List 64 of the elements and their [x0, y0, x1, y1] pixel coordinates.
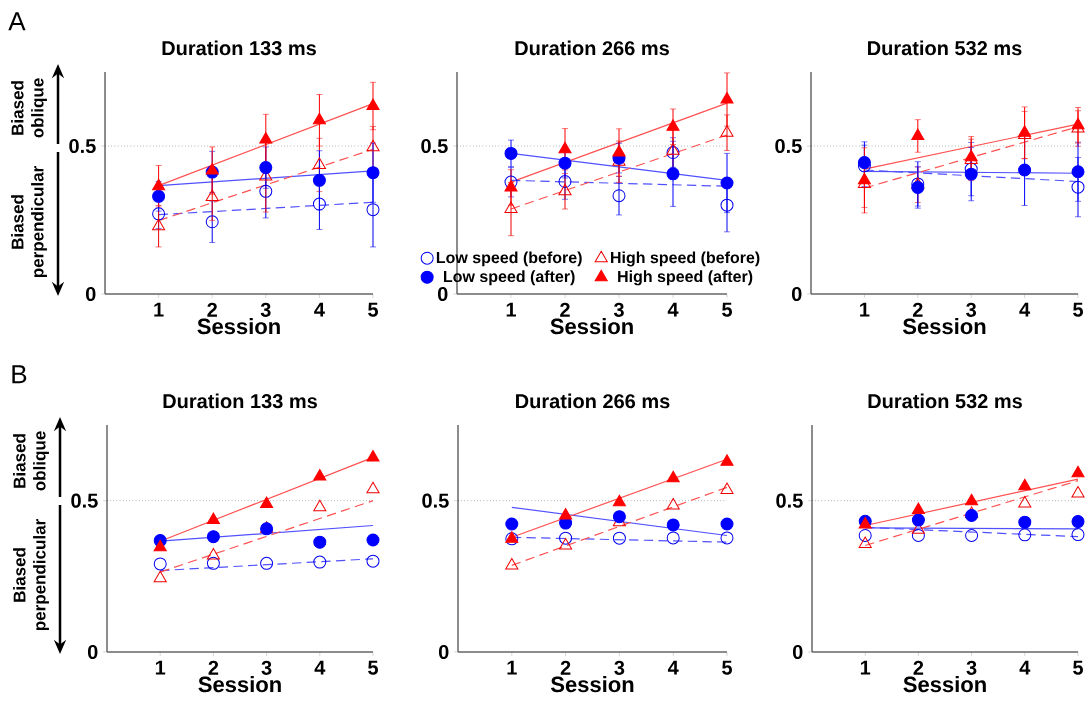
x-tick-label: 5: [1073, 302, 1083, 317]
x-tick-label: 3: [260, 302, 271, 317]
x-tick-label: 4: [314, 660, 326, 675]
x-tick-label: 2: [560, 302, 570, 317]
chart-title: Duration 266 ms: [515, 40, 669, 56]
x-tick-label: 2: [913, 660, 924, 675]
text: Biased oblique: [13, 431, 49, 491]
x-tick-label: 4: [1019, 302, 1031, 317]
x-tick-label: 4: [314, 302, 325, 317]
x-tick-label: 2: [560, 660, 571, 675]
x-axis-title: Session: [550, 676, 634, 693]
x-tick-label: 1: [860, 302, 870, 317]
y-tick-label: 0.5: [776, 493, 803, 508]
x-tick-label: 3: [613, 302, 624, 317]
y-tick-label: 0: [87, 644, 98, 660]
legend-label: Low speed (before): [436, 251, 582, 267]
text: Biased perpendicular: [13, 519, 49, 631]
text: A: [8, 12, 26, 31]
x-axis-title: Session: [903, 676, 986, 693]
y-tick-label: 0.5: [421, 138, 448, 154]
x-tick-label: 5: [1073, 660, 1083, 675]
x-tick-label: 3: [261, 660, 272, 675]
y-tick-label: 0: [792, 644, 803, 660]
chart-title: Duration 532 ms: [868, 393, 1022, 409]
x-tick-label: 3: [966, 302, 977, 317]
x-tick-label: 3: [614, 660, 625, 675]
legend-label: High speed (before): [611, 251, 760, 267]
chart-title: Duration 266 ms: [516, 393, 670, 409]
y-tick-label: 0: [437, 286, 448, 302]
x-tick-label: 4: [1019, 660, 1031, 675]
x-tick-label: 3: [966, 660, 977, 675]
text: Biased perpendicular: [11, 166, 47, 278]
x-tick-label: 5: [368, 302, 378, 317]
y-tick-label: 0.5: [775, 138, 802, 154]
y-tick-label: 0: [438, 644, 449, 660]
x-tick-label: 1: [155, 660, 166, 675]
x-tick-label: 2: [208, 660, 219, 675]
x-tick-label: 4: [667, 302, 679, 317]
text: Biased oblique: [11, 78, 47, 138]
x-tick-label: 1: [860, 660, 871, 675]
chart-title: Duration 133 ms: [163, 393, 317, 409]
x-tick-label: 5: [368, 660, 378, 675]
x-tick-label: 5: [722, 302, 732, 317]
x-tick-label: 4: [667, 660, 679, 675]
y-tick-label: 0.5: [69, 138, 96, 154]
text: B: [12, 365, 27, 384]
y-tick-label: 0.5: [71, 493, 98, 508]
legend-label: High speed (after): [618, 270, 753, 286]
x-axis-title: Session: [550, 318, 633, 335]
x-axis-title: Session: [902, 318, 986, 335]
y-tick-label: 0: [85, 286, 96, 302]
x-tick-label: 5: [722, 660, 732, 675]
x-tick-label: 2: [207, 302, 217, 317]
x-tick-label: 1: [154, 302, 164, 317]
y-tick-label: 0: [791, 286, 802, 302]
chart-title: Duration 133 ms: [162, 40, 316, 56]
x-axis-title: Session: [197, 318, 280, 335]
legend-label: Low speed (after): [444, 270, 575, 286]
x-axis-title: Session: [198, 676, 281, 693]
chart-title: Duration 532 ms: [868, 40, 1022, 56]
x-tick-label: 2: [912, 302, 923, 317]
y-tick-label: 0.5: [422, 493, 449, 508]
x-tick-label: 1: [507, 660, 517, 675]
x-tick-label: 1: [506, 302, 516, 317]
